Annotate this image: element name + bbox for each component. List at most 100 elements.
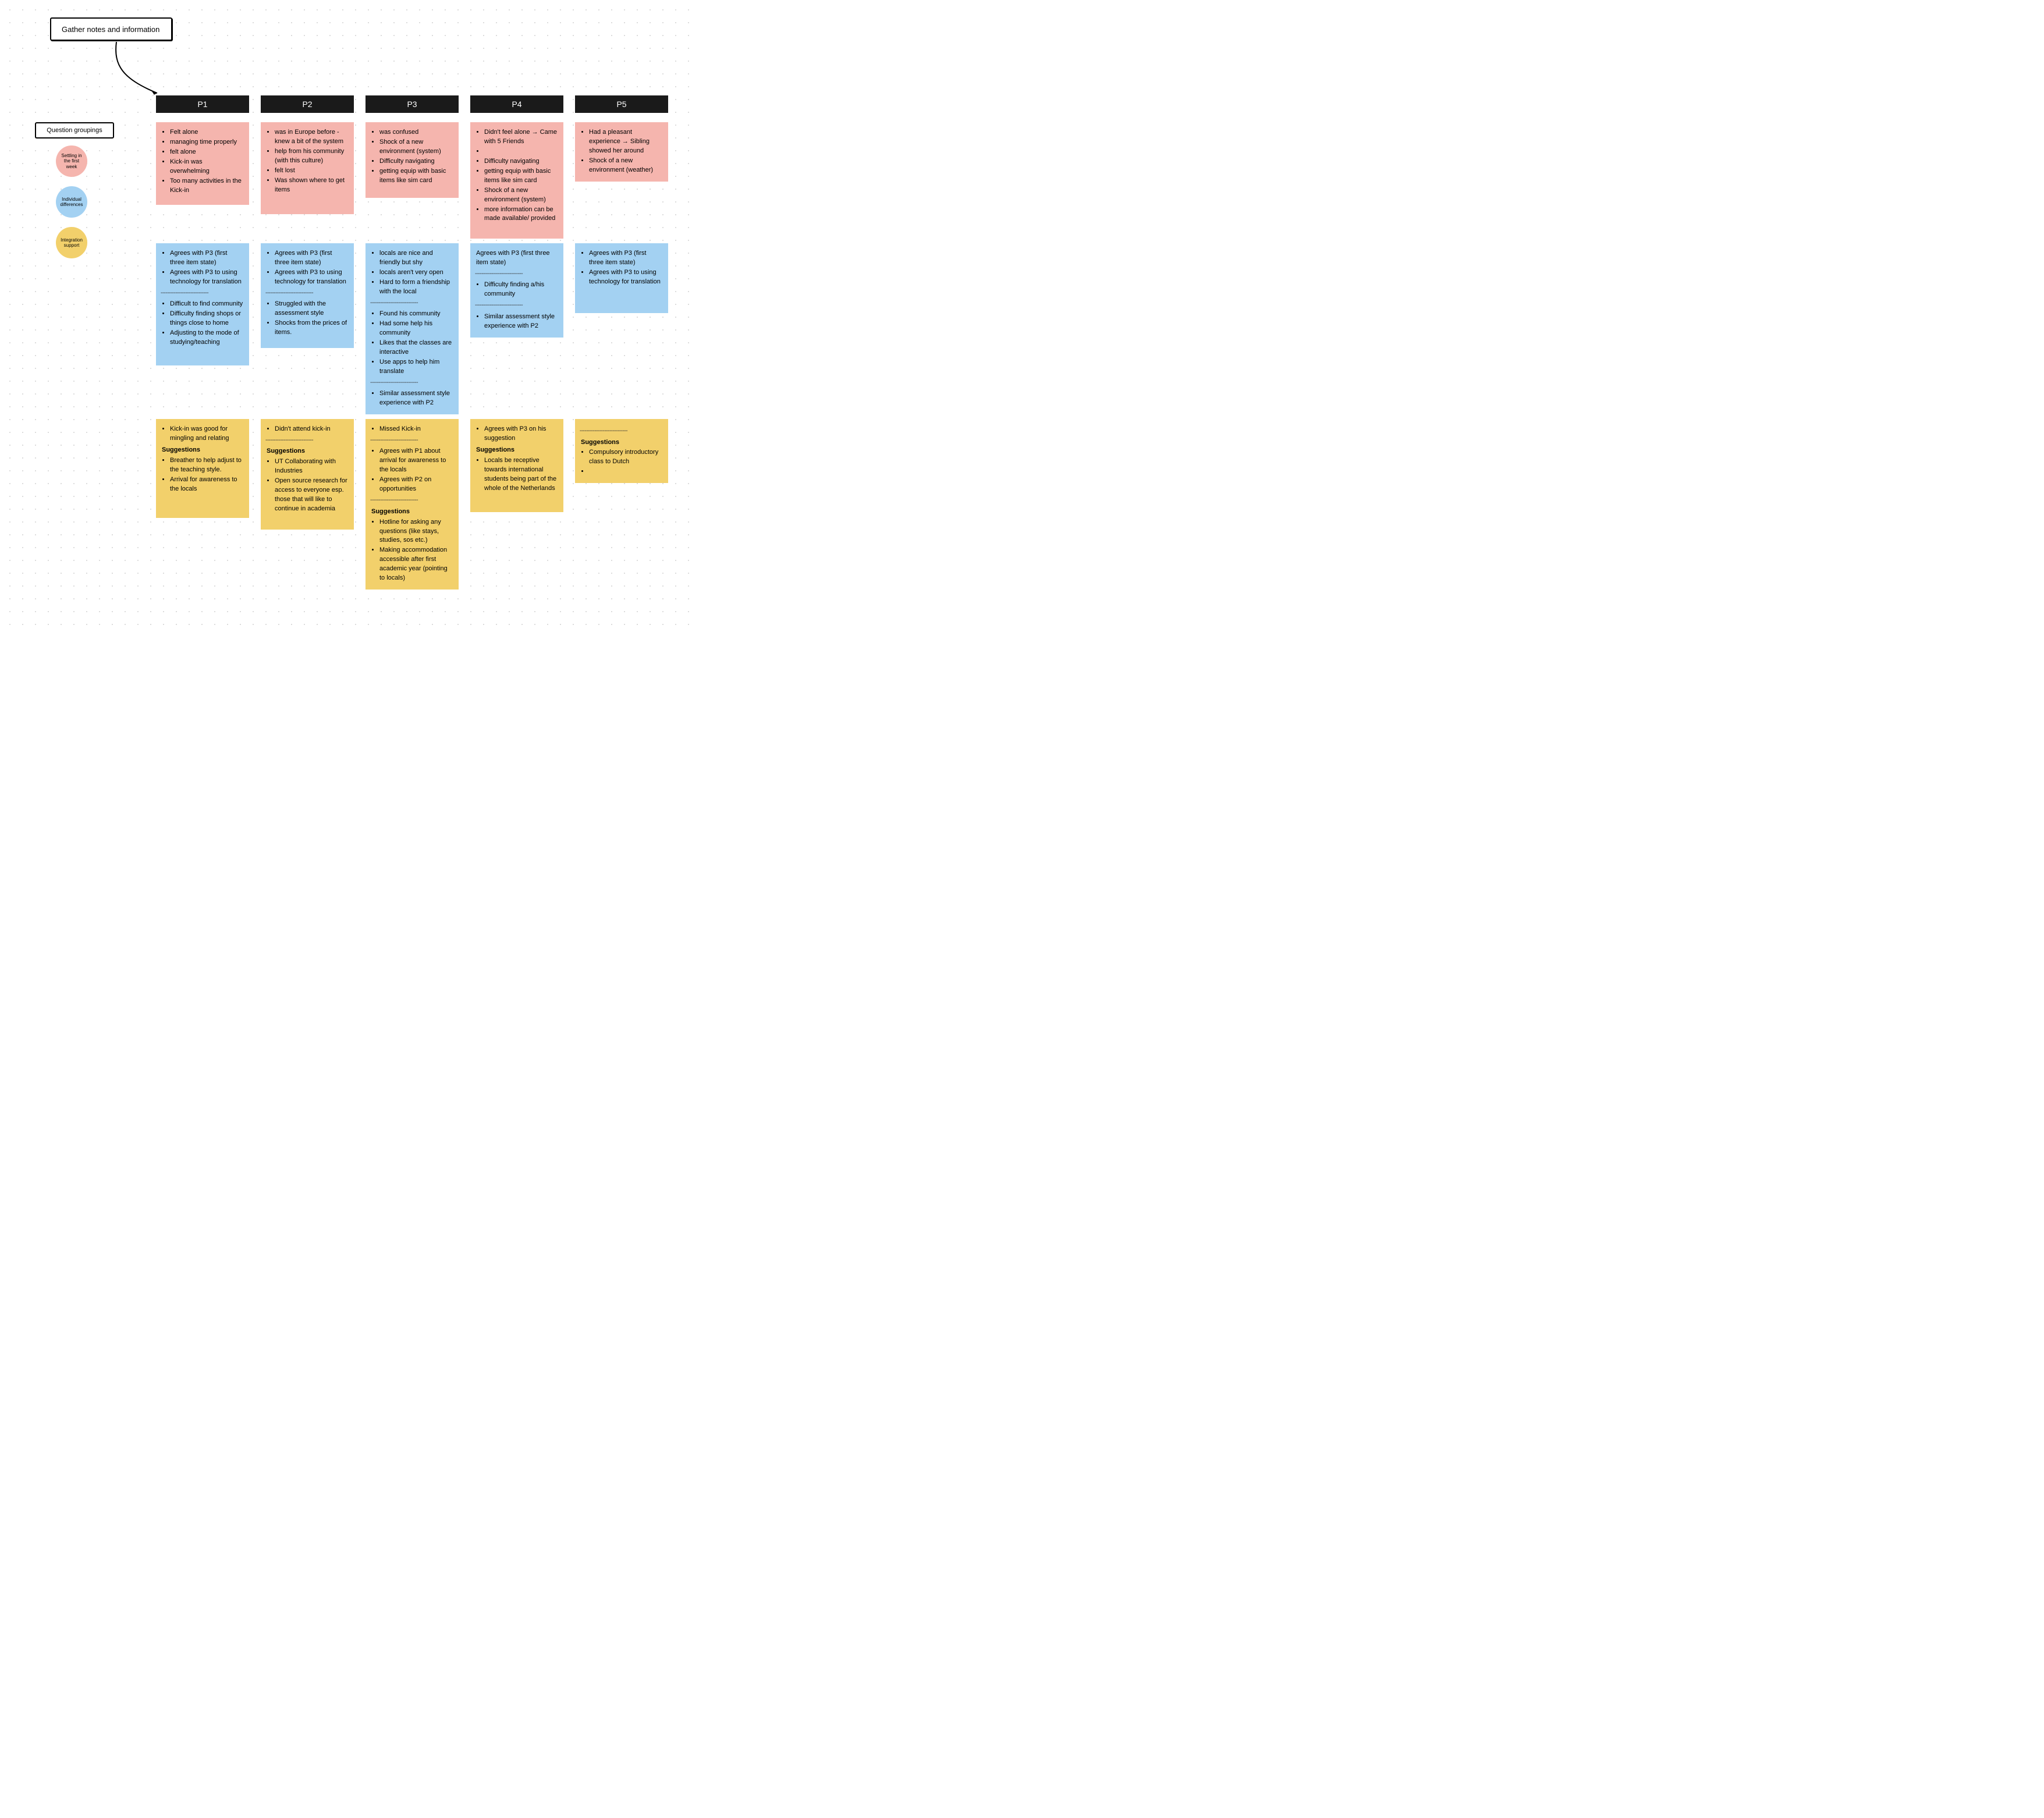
list-item: [484, 147, 558, 157]
note-list: Agrees with P1 about arrival for awarene…: [370, 447, 453, 494]
list-item: locals are nice and friendly but shy: [379, 249, 453, 268]
legend-circle: Individual differences: [56, 186, 87, 218]
list-item: Shocks from the prices of items.: [275, 319, 348, 338]
list-item: Agrees with P3 to using technology for t…: [170, 268, 243, 287]
column-header: P5: [575, 95, 668, 113]
column-header-label: P5: [616, 100, 626, 109]
list-item: Too many activities in the Kick-in: [170, 177, 243, 196]
list-item: Breather to help adjust to the teaching …: [170, 456, 243, 475]
list-item: Struggled with the assessment style: [275, 300, 348, 318]
note-list: Similar assessment style experience with…: [475, 313, 558, 331]
note-blue[interactable]: Agrees with P3 (first three item state) -…: [470, 243, 563, 338]
list-item: help from his community (with this cultu…: [275, 147, 348, 166]
list-item: Use apps to help him translate: [379, 358, 453, 377]
note-pink[interactable]: Felt alonemanaging time properlyfelt alo…: [156, 122, 249, 205]
suggestions-heading: Suggestions: [581, 438, 662, 448]
note-pink[interactable]: Had a pleasant experience → Sibling show…: [575, 122, 668, 182]
list-item: Likes that the classes are interactive: [379, 339, 453, 357]
list-item: Arrival for awareness to the locals: [170, 475, 243, 494]
note-pink[interactable]: Didn't feel alone → Came with 5 Friends D…: [470, 122, 563, 239]
list-item: Had a pleasant experience → Sibling show…: [589, 128, 662, 156]
list-item: Found his community: [379, 310, 453, 319]
list-item: Agrees with P3 on his suggestion: [484, 425, 558, 443]
note-yellow[interactable]: ----------------------------- Suggestions…: [575, 419, 668, 483]
column-header: P1: [156, 95, 249, 113]
list-item: Had some help his community: [379, 319, 453, 338]
separator: -----------------------------: [265, 436, 348, 445]
separator: -----------------------------: [161, 289, 243, 298]
note-plain-text: Agrees with P3 (first three item state): [476, 249, 558, 268]
column-header-label: P1: [197, 100, 207, 109]
affinity-canvas: Gather notes and informationQuestion gro…: [0, 0, 698, 629]
suggestions-heading: Suggestions: [476, 446, 558, 455]
separator: -----------------------------: [475, 301, 558, 310]
note-list: Agrees with P3 (first three item state)A…: [580, 249, 662, 287]
list-item: felt alone: [170, 148, 243, 157]
note-yellow[interactable]: Didn't attend kick-in -------------------…: [261, 419, 354, 530]
list-item: Shock of a new environment (system): [379, 138, 453, 157]
note-yellow[interactable]: Kick-in was good for mingling and relati…: [156, 419, 249, 518]
separator: -----------------------------: [370, 436, 453, 445]
list-item: Difficulty finding a/his community: [484, 280, 558, 299]
note-list: Breather to help adjust to the teaching …: [161, 456, 243, 494]
list-item: Agrees with P3 to using technology for t…: [275, 268, 348, 287]
note-list: Agrees with P3 (first three item state)A…: [265, 249, 348, 287]
list-item: getting equip with basic items like sim …: [379, 167, 453, 186]
list-item: Hard to form a friendship with the local: [379, 278, 453, 297]
column-header-label: P2: [302, 100, 312, 109]
separator: -----------------------------: [370, 299, 453, 308]
list-item: locals aren't very open: [379, 268, 453, 278]
legend-circle-label: Settling in the first week: [58, 153, 85, 169]
list-item: Kick-in was overwhelming: [170, 158, 243, 176]
list-item: Missed Kick-in: [379, 425, 453, 434]
note-blue[interactable]: locals are nice and friendly but shyloca…: [365, 243, 459, 414]
list-item: Was shown where to get items: [275, 176, 348, 195]
note-list: UT Collaborating with IndustriesOpen sou…: [265, 457, 348, 514]
list-item: Didn't feel alone → Came with 5 Friends: [484, 128, 558, 147]
list-item: managing time properly: [170, 138, 243, 147]
legend-circle-label: Integration support: [58, 237, 85, 248]
list-item: Agrees with P3 (first three item state): [275, 249, 348, 268]
note-list: was confusedShock of a new environment (…: [370, 128, 453, 186]
list-item: Kick-in was good for mingling and relati…: [170, 425, 243, 443]
legend-circle-label: Individual differences: [58, 197, 85, 207]
note-list: Missed Kick-in: [370, 425, 453, 434]
list-item: Locals be receptive towards internationa…: [484, 456, 558, 493]
note-list: Didn't attend kick-in: [265, 425, 348, 434]
suggestions-heading: Suggestions: [267, 447, 348, 456]
list-item: getting equip with basic items like sim …: [484, 167, 558, 186]
column-header: P3: [365, 95, 459, 113]
note-blue[interactable]: Agrees with P3 (first three item state)A…: [575, 243, 668, 313]
list-item: Open source research for access to every…: [275, 477, 348, 514]
separator: -----------------------------: [370, 379, 453, 388]
note-list: Difficult to find communityDifficulty fi…: [161, 300, 243, 347]
separator: -----------------------------: [580, 427, 662, 436]
list-item: Shock of a new environment (weather): [589, 157, 662, 175]
list-item: [589, 467, 662, 477]
column-header-label: P3: [407, 100, 417, 109]
note-list: Agrees with P3 (first three item state)A…: [161, 249, 243, 287]
list-item: Similar assessment style experience with…: [379, 389, 453, 408]
note-list: Didn't feel alone → Came with 5 Friends D…: [475, 128, 558, 223]
column-header-label: P4: [512, 100, 521, 109]
note-blue[interactable]: Agrees with P3 (first three item state)A…: [261, 243, 354, 348]
list-item: Difficult to find community: [170, 300, 243, 309]
list-item: Difficulty navigating: [484, 157, 558, 166]
note-yellow[interactable]: Missed Kick-in --------------------------…: [365, 419, 459, 590]
note-list: Agrees with P3 on his suggestion: [475, 425, 558, 443]
suggestions-heading: Suggestions: [371, 507, 453, 517]
note-blue[interactable]: Agrees with P3 (first three item state)A…: [156, 243, 249, 365]
note-pink[interactable]: was confusedShock of a new environment (…: [365, 122, 459, 198]
list-item: Compulsory introductory class to Dutch: [589, 448, 662, 467]
list-item: Adjusting to the mode of studying/teachi…: [170, 329, 243, 347]
note-list: Similar assessment style experience with…: [370, 389, 453, 408]
note-list: Locals be receptive towards internationa…: [475, 456, 558, 493]
separator: -----------------------------: [475, 270, 558, 279]
note-yellow[interactable]: Agrees with P3 on his suggestion Suggesti…: [470, 419, 563, 512]
note-list: Had a pleasant experience → Sibling show…: [580, 128, 662, 175]
list-item: Agrees with P1 about arrival for awarene…: [379, 447, 453, 475]
separator: -----------------------------: [370, 496, 453, 505]
note-list: Compulsory introductory class to Dutch: [580, 448, 662, 477]
list-item: Shock of a new environment (system): [484, 186, 558, 205]
note-pink[interactable]: was in Europe before - knew a bit of the…: [261, 122, 354, 214]
